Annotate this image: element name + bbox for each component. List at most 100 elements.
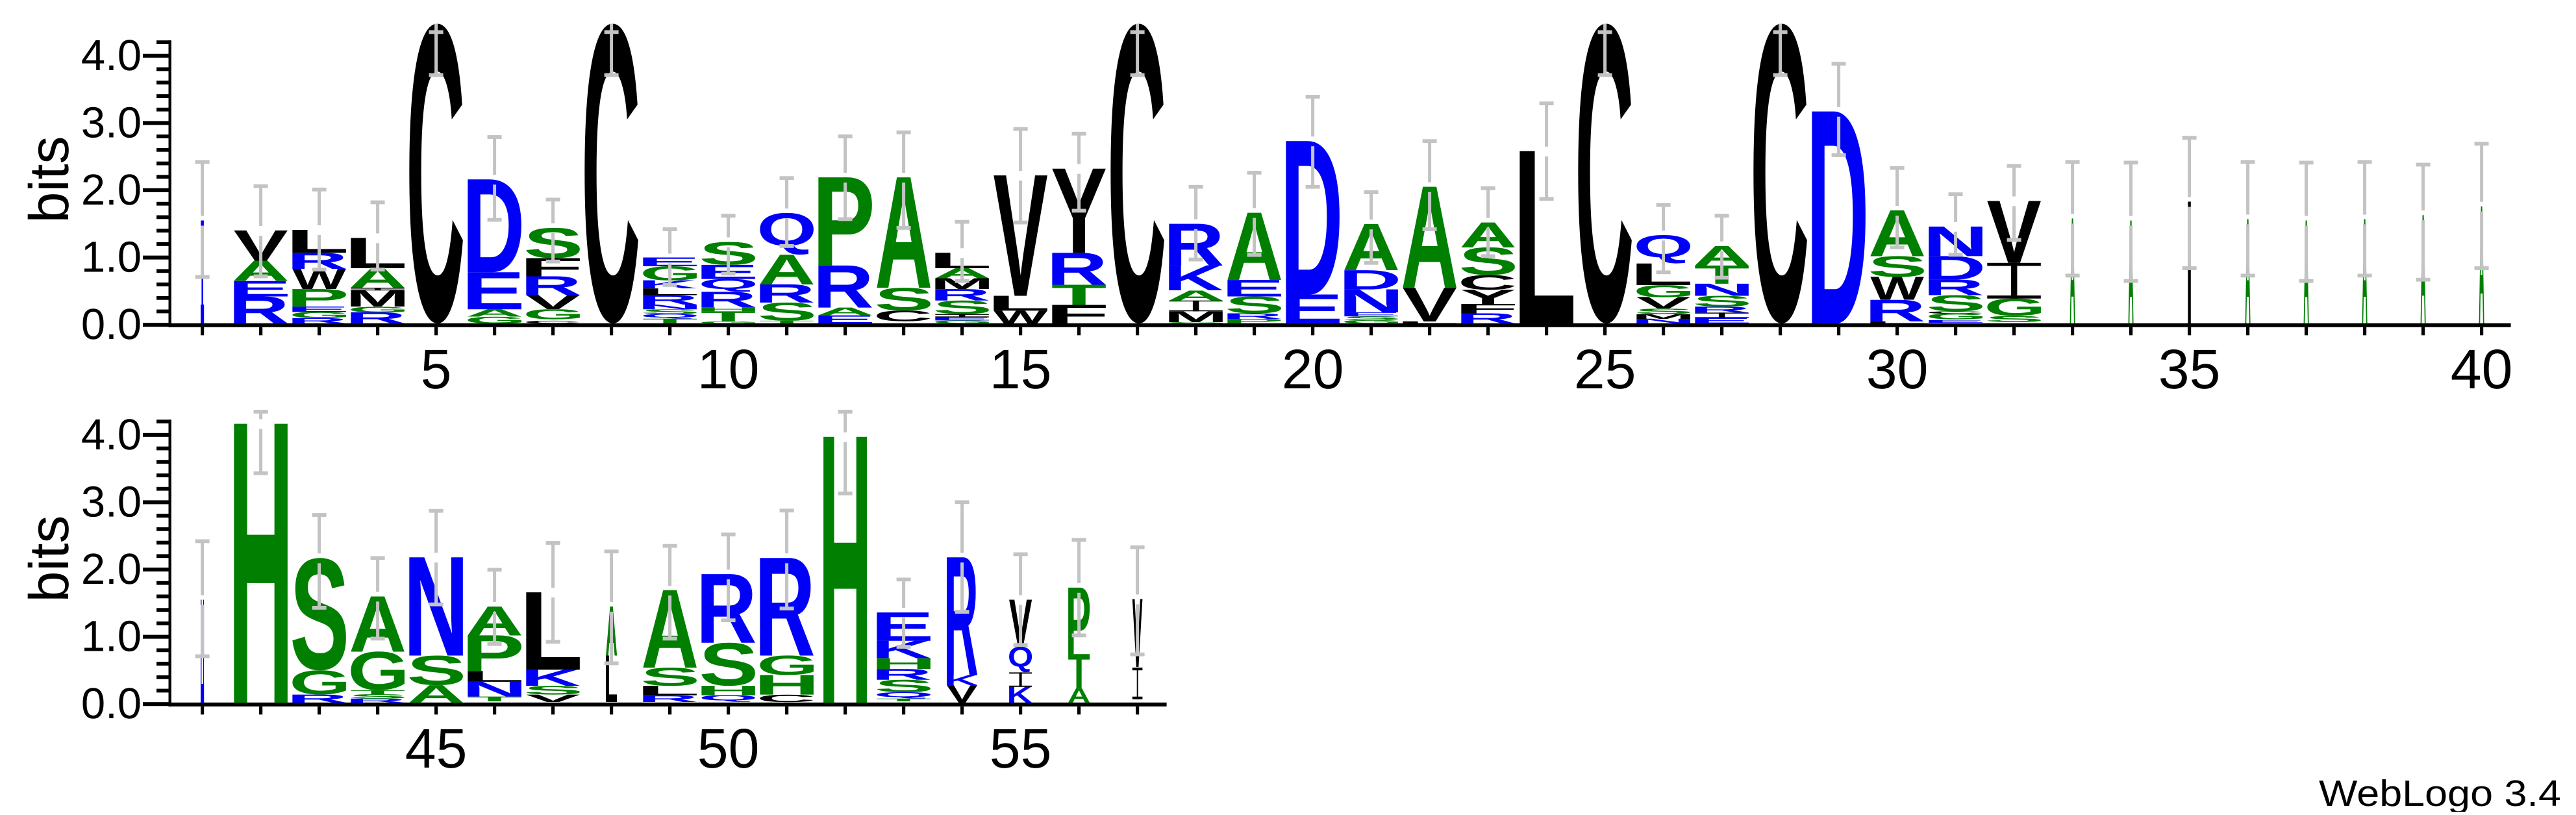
svg-text:L: L [929,248,992,273]
svg-text:L: L [286,223,349,260]
svg-text:A: A [1167,287,1225,303]
svg-text:T: T [467,695,523,703]
svg-text:T: T [701,308,757,325]
svg-text:S: S [1984,314,2044,324]
svg-text:4.0: 4.0 [81,410,142,459]
svg-text:E: E [1338,311,1402,318]
svg-text:R: R [1047,243,1108,295]
svg-text:H: H [228,338,294,792]
svg-text:bits: bits [18,515,81,602]
svg-text:45: 45 [405,718,468,780]
svg-text:E: E [812,313,876,326]
svg-text:V: V [525,692,581,705]
svg-text:35: 35 [2158,338,2221,401]
svg-text:40: 40 [2451,338,2513,401]
svg-text:1.0: 1.0 [81,233,142,282]
svg-text:R: R [229,288,290,332]
svg-text:50: 50 [697,718,760,780]
svg-text:G: G [1633,282,1695,301]
svg-text:N: N [403,527,469,687]
svg-text:S: S [1634,307,1694,316]
svg-text:N: N [1631,318,1696,325]
svg-text:N: N [1338,282,1404,320]
svg-text:15: 15 [990,338,1052,401]
svg-text:K: K [871,635,931,664]
svg-text:L: L [605,641,618,716]
svg-text:55: 55 [990,718,1052,780]
svg-text:R: R [1865,294,1926,329]
svg-text:E: E [929,316,993,321]
svg-text:WebLogo 3.4: WebLogo 3.4 [2319,773,2561,812]
svg-text:G: G [347,305,409,314]
svg-text:R: R [345,309,406,327]
svg-text:R: R [696,553,757,665]
svg-text:T: T [1068,644,1090,698]
svg-text:H: H [695,306,761,312]
svg-text:P: P [1221,318,1284,325]
svg-text:R: R [287,316,348,325]
svg-text:L: L [519,568,583,694]
svg-text:H: H [871,655,936,673]
svg-text:S: S [757,297,817,326]
svg-text:4.0: 4.0 [81,31,142,80]
svg-text:S: S [348,693,408,700]
svg-text:L: L [461,668,525,685]
svg-text:T: T [642,318,698,325]
svg-text:C: C [1925,310,1984,314]
svg-text:Q: Q [640,313,699,319]
svg-text:R: R [1164,211,1225,279]
svg-text:G: G [289,664,351,702]
svg-text:2.0: 2.0 [81,166,142,214]
svg-text:R: R [871,666,932,683]
svg-text:10: 10 [697,338,760,401]
svg-text:P: P [286,284,349,312]
svg-text:R: R [755,279,816,308]
svg-text:R: R [638,693,699,704]
svg-text:A: A [758,245,816,294]
svg-text:N: N [462,677,527,701]
svg-text:E: E [1923,320,1986,324]
svg-text:V: V [525,291,581,314]
svg-text:F: F [1454,301,1518,316]
svg-text:Q: Q [873,691,933,699]
svg-text:3.0: 3.0 [81,477,142,526]
svg-text:L: L [1396,321,1460,324]
svg-text:C: C [523,320,582,325]
svg-text:G: G [757,650,818,681]
svg-text:S: S [640,662,700,691]
svg-text:D: D [1338,264,1401,295]
svg-text:A: A [1401,156,1458,320]
svg-text:A: A [1068,683,1091,707]
svg-text:G: G [289,310,351,320]
svg-text:R: R [1456,310,1517,327]
svg-text:S: S [1926,290,1986,316]
svg-text:30: 30 [1866,338,1929,401]
svg-text:R: R [1222,312,1283,321]
svg-text:Y: Y [1460,286,1516,308]
svg-text:2.0: 2.0 [81,545,142,594]
svg-text:G: G [1166,321,1227,323]
svg-text:3.0: 3.0 [81,98,142,147]
svg-text:R: R [287,692,348,705]
svg-text:S: S [699,631,758,699]
svg-text:A: A [407,680,465,708]
svg-text:Q: Q [698,276,758,292]
svg-text:S: S [1225,292,1284,318]
svg-text:E: E [228,276,292,301]
svg-text:W: W [994,307,1047,327]
svg-text:H: H [754,669,819,701]
svg-text:T: T [759,320,815,325]
svg-text:E: E [1221,275,1285,301]
svg-text:S: S [640,308,700,315]
svg-text:C: C [1458,271,1517,294]
svg-text:G: G [523,307,584,323]
svg-text:S: S [1342,315,1401,321]
svg-text:G: G [464,315,526,325]
svg-text:G: G [1925,312,1987,321]
svg-text:W: W [1870,270,1924,307]
svg-text:T: T [876,698,932,703]
svg-text:L: L [1513,98,1577,379]
svg-text:L: L [636,286,700,297]
svg-text:R: R [813,253,874,321]
svg-text:G: G [698,321,760,324]
